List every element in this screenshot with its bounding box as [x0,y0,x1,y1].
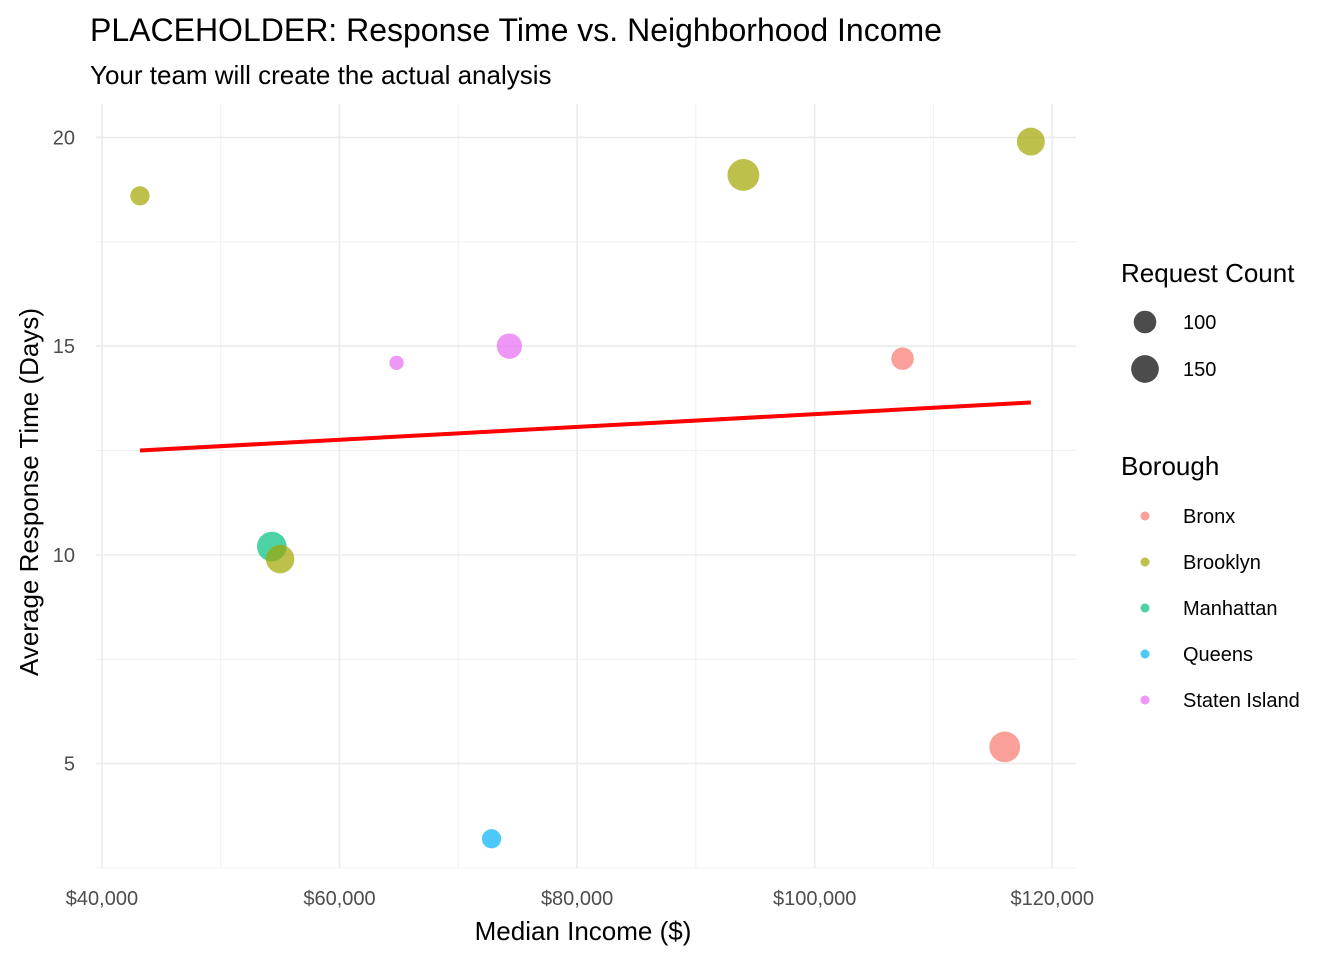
data-point-brooklyn [130,186,150,206]
trend-line [139,400,1031,453]
data-point-brooklyn [727,159,760,191]
x-tick-label: $80,000 [541,888,613,910]
chart-title: PLACEHOLDER: Response Time vs. Neighborh… [90,12,942,48]
color-legend-label: Queens [1183,644,1253,666]
data-point-queens [481,829,502,849]
data-point-brooklyn [1016,127,1045,156]
color-legend-label: Brooklyn [1183,552,1261,574]
color-legend-label: Bronx [1183,506,1235,528]
data-point-staten-island [389,355,404,370]
data-point-bronx [891,347,914,370]
minor-gridlines [96,104,1076,869]
chart-subtitle: Your team will create the actual analysi… [90,60,552,90]
y-axis-label: Average Response Time (Days) [14,308,44,676]
data-points [130,127,1045,849]
x-tick-label: $120,000 [1011,888,1094,910]
data-point-bronx [989,731,1021,763]
color-legend-title: Borough [1121,451,1219,481]
size-legend-key [1133,310,1157,334]
x-tick-label: $40,000 [66,888,138,910]
color-legend-key [1140,603,1150,613]
color-legend-key [1140,557,1150,567]
color-legend-label: Manhattan [1183,598,1278,620]
size-legend-title: Request Count [1121,258,1295,288]
color-legend: Borough Bronx Brooklyn Manhattan Queens Stat… [1121,451,1300,712]
size-legend-label: 150 [1183,359,1216,381]
x-tick-label: $60,000 [303,888,375,910]
y-tick-label: 15 [53,336,75,358]
y-tick-label: 5 [64,754,75,776]
data-point-staten-island [496,333,523,359]
x-tick-label: $100,000 [773,888,856,910]
major-gridlines [96,104,1076,868]
color-legend-key [1140,649,1150,659]
color-legend-key [1140,511,1150,521]
x-axis-tick-labels: $40,000 $60,000 $80,000 $100,000 $120,000 [66,888,1094,910]
color-legend-key [1140,695,1150,705]
trend-line-group [139,400,1031,453]
data-point-brooklyn [265,544,295,574]
y-tick-label: 10 [53,545,75,567]
size-legend-key [1131,355,1159,383]
y-axis-tick-labels: 5 10 15 20 [53,127,75,775]
x-axis-label: Median Income ($) [475,916,692,946]
size-legend-label: 100 [1183,312,1216,334]
size-legend: Request Count 100 150 [1121,258,1295,383]
color-legend-label: Staten Island [1183,690,1300,712]
y-tick-label: 20 [53,127,75,149]
